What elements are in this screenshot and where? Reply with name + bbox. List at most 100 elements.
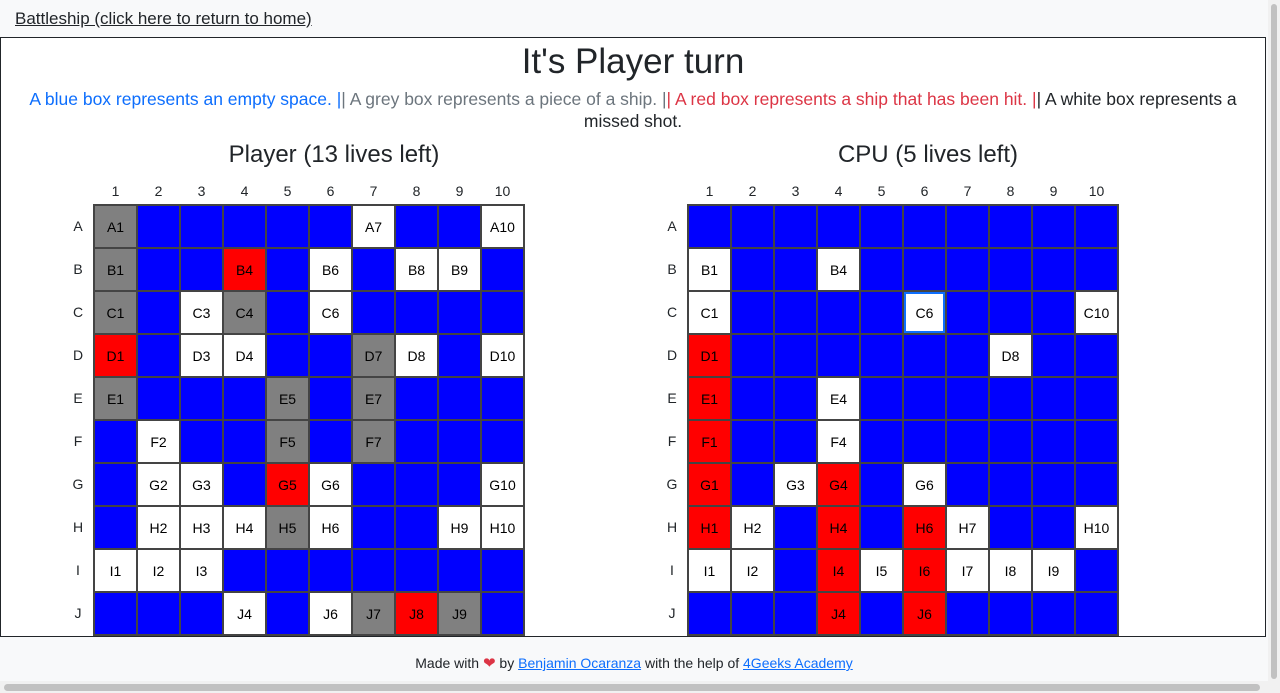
cpu-cell-I8[interactable]: I8 xyxy=(989,549,1032,592)
player-cell-C5[interactable] xyxy=(266,291,309,334)
player-cell-H8[interactable] xyxy=(395,506,438,549)
cpu-cell-C7[interactable] xyxy=(946,291,989,334)
cpu-cell-H8[interactable] xyxy=(989,506,1032,549)
player-cell-H1[interactable] xyxy=(94,506,137,549)
player-cell-I6[interactable] xyxy=(309,549,352,592)
player-cell-I3[interactable]: I3 xyxy=(180,549,223,592)
cpu-cell-D10[interactable] xyxy=(1075,334,1118,377)
cpu-cell-D7[interactable] xyxy=(946,334,989,377)
cpu-cell-E9[interactable] xyxy=(1032,377,1075,420)
player-cell-C6[interactable]: C6 xyxy=(309,291,352,334)
cpu-cell-A3[interactable] xyxy=(774,205,817,248)
player-cell-J10[interactable] xyxy=(481,592,524,635)
cpu-cell-J8[interactable] xyxy=(989,592,1032,635)
player-cell-B10[interactable] xyxy=(481,248,524,291)
cpu-cell-I6[interactable]: I6 xyxy=(903,549,946,592)
player-cell-F10[interactable] xyxy=(481,420,524,463)
player-cell-F2[interactable]: F2 xyxy=(137,420,180,463)
cpu-cell-E6[interactable] xyxy=(903,377,946,420)
player-cell-E3[interactable] xyxy=(180,377,223,420)
player-cell-H2[interactable]: H2 xyxy=(137,506,180,549)
cpu-cell-J1[interactable] xyxy=(688,592,731,635)
cpu-cell-G1[interactable]: G1 xyxy=(688,463,731,506)
cpu-cell-H1[interactable]: H1 xyxy=(688,506,731,549)
player-cell-J5[interactable] xyxy=(266,592,309,635)
player-cell-B3[interactable] xyxy=(180,248,223,291)
player-cell-G4[interactable] xyxy=(223,463,266,506)
player-cell-C3[interactable]: C3 xyxy=(180,291,223,334)
player-cell-F8[interactable] xyxy=(395,420,438,463)
player-cell-D3[interactable]: D3 xyxy=(180,334,223,377)
cpu-cell-J6[interactable]: J6 xyxy=(903,592,946,635)
player-cell-E4[interactable] xyxy=(223,377,266,420)
player-cell-C4[interactable]: C4 xyxy=(223,291,266,334)
home-link[interactable]: Battleship (click here to return to home… xyxy=(15,9,312,28)
player-cell-H4[interactable]: H4 xyxy=(223,506,266,549)
player-cell-H10[interactable]: H10 xyxy=(481,506,524,549)
player-cell-B4[interactable]: B4 xyxy=(223,248,266,291)
player-cell-I5[interactable] xyxy=(266,549,309,592)
cpu-cell-G7[interactable] xyxy=(946,463,989,506)
player-cell-H9[interactable]: H9 xyxy=(438,506,481,549)
cpu-cell-E1[interactable]: E1 xyxy=(688,377,731,420)
cpu-cell-A1[interactable] xyxy=(688,205,731,248)
cpu-cell-G3[interactable]: G3 xyxy=(774,463,817,506)
player-cell-G5[interactable]: G5 xyxy=(266,463,309,506)
vertical-scrollbar-thumb[interactable] xyxy=(1271,4,1277,679)
player-cell-D9[interactable] xyxy=(438,334,481,377)
cpu-cell-B5[interactable] xyxy=(860,248,903,291)
player-cell-I1[interactable]: I1 xyxy=(94,549,137,592)
player-cell-J8[interactable]: J8 xyxy=(395,592,438,635)
cpu-cell-J5[interactable] xyxy=(860,592,903,635)
player-cell-B1[interactable]: B1 xyxy=(94,248,137,291)
player-cell-F7[interactable]: F7 xyxy=(352,420,395,463)
player-cell-G1[interactable] xyxy=(94,463,137,506)
player-cell-A7[interactable]: A7 xyxy=(352,205,395,248)
player-cell-J1[interactable] xyxy=(94,592,137,635)
player-cell-A5[interactable] xyxy=(266,205,309,248)
player-cell-H3[interactable]: H3 xyxy=(180,506,223,549)
cpu-cell-H7[interactable]: H7 xyxy=(946,506,989,549)
cpu-cell-B10[interactable] xyxy=(1075,248,1118,291)
player-cell-A10[interactable]: A10 xyxy=(481,205,524,248)
cpu-cell-F10[interactable] xyxy=(1075,420,1118,463)
player-cell-F6[interactable] xyxy=(309,420,352,463)
player-cell-E6[interactable] xyxy=(309,377,352,420)
cpu-cell-A7[interactable] xyxy=(946,205,989,248)
cpu-cell-F4[interactable]: F4 xyxy=(817,420,860,463)
cpu-cell-C1[interactable]: C1 xyxy=(688,291,731,334)
player-cell-D7[interactable]: D7 xyxy=(352,334,395,377)
cpu-cell-E10[interactable] xyxy=(1075,377,1118,420)
player-cell-H7[interactable] xyxy=(352,506,395,549)
player-cell-G6[interactable]: G6 xyxy=(309,463,352,506)
player-cell-E2[interactable] xyxy=(137,377,180,420)
player-cell-B2[interactable] xyxy=(137,248,180,291)
cpu-cell-D3[interactable] xyxy=(774,334,817,377)
player-cell-F4[interactable] xyxy=(223,420,266,463)
cpu-cell-C4[interactable] xyxy=(817,291,860,334)
player-cell-A3[interactable] xyxy=(180,205,223,248)
player-cell-H5[interactable]: H5 xyxy=(266,506,309,549)
player-cell-A4[interactable] xyxy=(223,205,266,248)
player-cell-B5[interactable] xyxy=(266,248,309,291)
player-cell-E5[interactable]: E5 xyxy=(266,377,309,420)
player-cell-D2[interactable] xyxy=(137,334,180,377)
player-cell-F3[interactable] xyxy=(180,420,223,463)
cpu-cell-F8[interactable] xyxy=(989,420,1032,463)
player-cell-E1[interactable]: E1 xyxy=(94,377,137,420)
player-cell-I9[interactable] xyxy=(438,549,481,592)
cpu-cell-B4[interactable]: B4 xyxy=(817,248,860,291)
player-cell-G3[interactable]: G3 xyxy=(180,463,223,506)
player-cell-J4[interactable]: J4 xyxy=(223,592,266,635)
cpu-cell-B3[interactable] xyxy=(774,248,817,291)
cpu-cell-J9[interactable] xyxy=(1032,592,1075,635)
org-link[interactable]: 4Geeks Academy xyxy=(743,655,853,671)
cpu-cell-B9[interactable] xyxy=(1032,248,1075,291)
player-cell-B9[interactable]: B9 xyxy=(438,248,481,291)
cpu-cell-D4[interactable] xyxy=(817,334,860,377)
player-cell-J3[interactable] xyxy=(180,592,223,635)
player-cell-D6[interactable] xyxy=(309,334,352,377)
cpu-cell-C5[interactable] xyxy=(860,291,903,334)
cpu-cell-D9[interactable] xyxy=(1032,334,1075,377)
player-cell-E7[interactable]: E7 xyxy=(352,377,395,420)
